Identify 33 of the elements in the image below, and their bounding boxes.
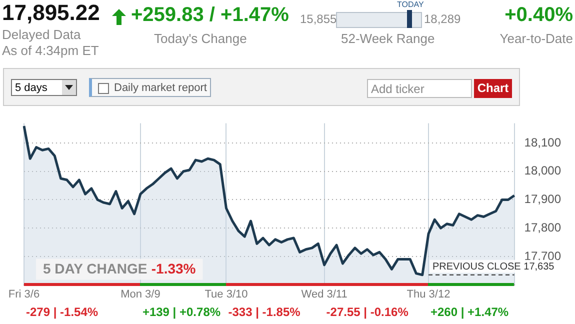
text: TODAY bbox=[397, 0, 424, 9]
x-tick-label: Thu 3/12 bbox=[406, 288, 450, 300]
text: Daily market report bbox=[114, 81, 207, 96]
text: -333 | -1.85% bbox=[228, 305, 301, 320]
text: 15,855 bbox=[300, 12, 337, 26]
text: -27.55 | -0.16% bbox=[326, 305, 409, 320]
chart-title: 17,895.22 bbox=[2, 0, 100, 26]
y-tick-label: 18,000 bbox=[524, 164, 562, 178]
text: Chart bbox=[474, 79, 512, 98]
text: -279 | -1.54% bbox=[26, 305, 98, 320]
dropdown: 5 days bbox=[11, 79, 77, 96]
text: +260 | +1.47% bbox=[430, 305, 509, 320]
x-tick-label: Mon 3/9 bbox=[120, 288, 160, 300]
y-tick-label: 18,100 bbox=[524, 135, 562, 150]
text: Today's Change bbox=[154, 31, 247, 46]
y-tick-label: 17,700 bbox=[524, 248, 562, 263]
text: Delayed Data bbox=[2, 27, 81, 42]
text: 52-Week Range bbox=[341, 31, 435, 46]
x-tick-label: Wed 3/11 bbox=[301, 288, 348, 300]
text-field: Add ticker bbox=[367, 79, 472, 98]
y-tick-label: 17,800 bbox=[524, 220, 562, 234]
text: +0.40% bbox=[504, 4, 573, 27]
annotation: 5 DAY CHANGE bbox=[43, 260, 152, 277]
ref-line-label: PREVIOUS CLOSE 17,635 bbox=[432, 262, 555, 273]
x-tick-label: Tue 3/10 bbox=[204, 288, 248, 300]
text: +259.83 / +1.47% bbox=[131, 4, 289, 27]
text: +139 | +0.78% bbox=[142, 305, 221, 320]
text: 18,289 bbox=[424, 12, 461, 26]
x-tick-label: Fri 3/6 bbox=[8, 288, 40, 300]
text: Year-to-Date bbox=[500, 31, 573, 46]
y-tick-label: 17,900 bbox=[524, 192, 562, 206]
annotation: -1.33% bbox=[151, 260, 196, 277]
text: As of 4:34pm ET bbox=[2, 43, 99, 58]
